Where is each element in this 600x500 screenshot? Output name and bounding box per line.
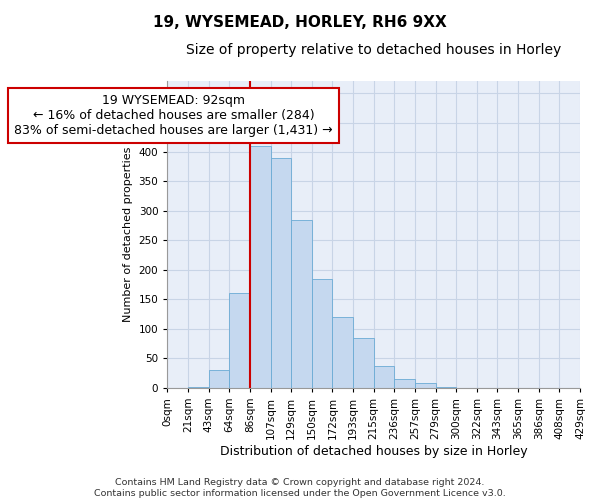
Bar (209, 370, 229, 388)
Bar (250, 146, 271, 388)
Bar (332, 317, 353, 388)
Bar (271, 158, 291, 388)
Bar (436, 386, 456, 388)
Title: Size of property relative to detached houses in Horley: Size of property relative to detached ho… (186, 42, 561, 56)
Bar (374, 366, 394, 388)
Bar (415, 383, 436, 388)
Y-axis label: Number of detached properties: Number of detached properties (123, 147, 133, 322)
Bar (353, 338, 374, 388)
Bar (229, 294, 250, 388)
Bar (394, 379, 415, 388)
Bar (312, 278, 332, 388)
Bar (188, 386, 209, 388)
Text: Contains HM Land Registry data © Crown copyright and database right 2024.
Contai: Contains HM Land Registry data © Crown c… (94, 478, 506, 498)
Text: 19 WYSEMEAD: 92sqm
← 16% of detached houses are smaller (284)
83% of semi-detach: 19 WYSEMEAD: 92sqm ← 16% of detached hou… (14, 94, 333, 137)
X-axis label: Distribution of detached houses by size in Horley: Distribution of detached houses by size … (220, 444, 527, 458)
Text: 19, WYSEMEAD, HORLEY, RH6 9XX: 19, WYSEMEAD, HORLEY, RH6 9XX (153, 15, 447, 30)
Bar (291, 220, 312, 388)
